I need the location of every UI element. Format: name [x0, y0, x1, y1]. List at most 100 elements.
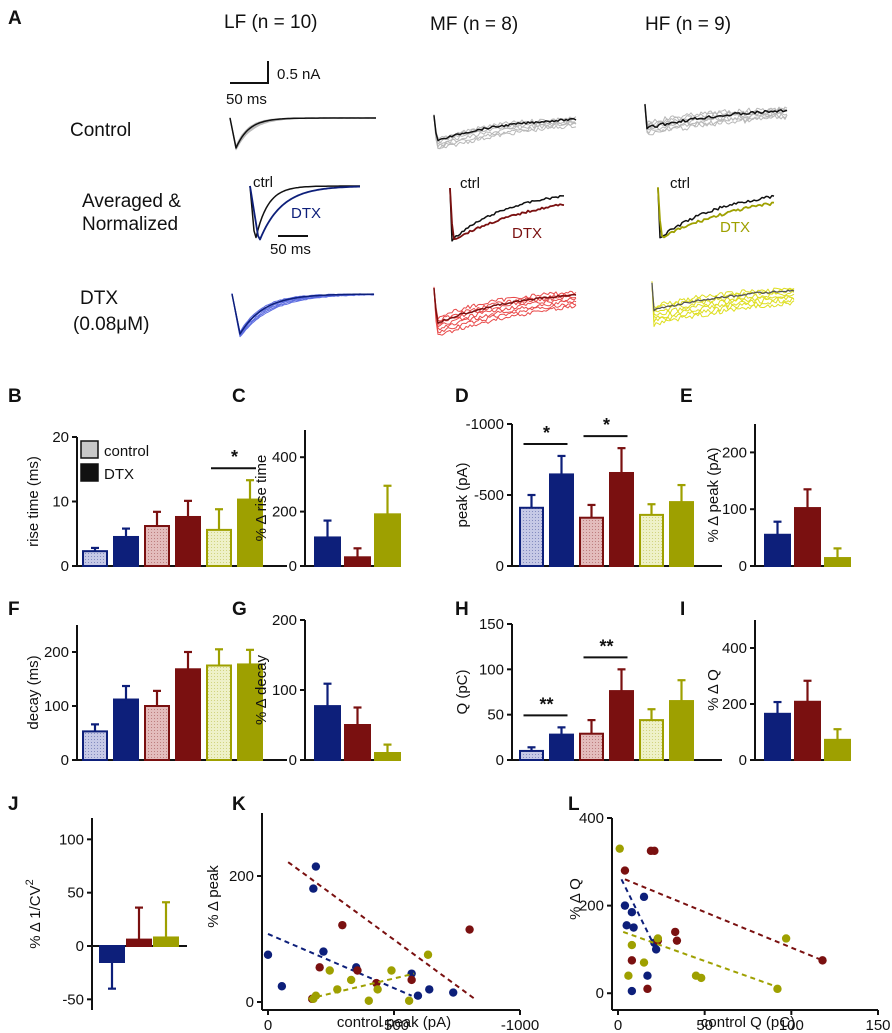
y-axis-label: % Δ 1/CV2	[24, 879, 44, 949]
y-tick-label: 100	[722, 501, 747, 518]
y-tick-label: 10	[52, 494, 69, 511]
bar-hf-dtx	[669, 700, 694, 761]
lf-ctrl-label: ctrl	[253, 174, 273, 191]
y-tick-label: 0	[246, 994, 254, 1011]
lf-control-trace	[229, 117, 377, 149]
avg-scale-label: 50 ms	[270, 241, 311, 258]
fit-line-lf	[620, 878, 658, 950]
panel-k: K 0 200 0 -500 -1000 control peak (pA) % Δ peak	[205, 794, 539, 1033]
bar-mf	[794, 507, 821, 567]
point-hf	[373, 985, 382, 994]
y-tick-label: -50	[62, 991, 84, 1008]
panel-g: G 0 100 200 % Δ decay	[232, 599, 401, 769]
row-label-control: Control	[70, 120, 131, 141]
y-tick-label: -500	[474, 487, 504, 504]
bar-lf-dtx	[113, 535, 139, 567]
panel-label-b: B	[8, 386, 22, 407]
mf-dtx-mean-trace	[433, 287, 577, 324]
bar-lf-dtx	[113, 698, 139, 762]
fit-line-hf	[622, 930, 784, 990]
hf-avg-ctrl-trace	[657, 188, 775, 239]
hf-avg-dtx-trace	[657, 187, 775, 239]
lf-dtx-trace	[231, 293, 375, 333]
point-lf	[311, 862, 321, 871]
mf-dtx-trace	[433, 286, 577, 325]
y-axis-label: decay (ms)	[25, 655, 42, 729]
y-tick-label: 0	[76, 938, 84, 955]
point-hf	[639, 958, 649, 967]
mf-control-trace	[433, 116, 577, 150]
point-hf	[333, 985, 342, 994]
panel-c: C 0 200 400% Δ rise time	[232, 386, 401, 575]
bar-lf-control	[519, 749, 544, 762]
row-label-concentration: (0.08μM)	[73, 314, 149, 335]
fit-line-mf	[287, 861, 476, 1000]
current-traces	[229, 103, 795, 338]
y-tick-label: 200	[272, 504, 297, 521]
hf-control-trace	[644, 106, 788, 130]
point-mf	[407, 975, 416, 985]
y-tick-label: 200	[229, 868, 254, 885]
y-tick-label: 400	[579, 810, 604, 827]
bar-hf-dtx	[237, 498, 263, 567]
legend-swatch-control	[80, 440, 99, 459]
point-hf	[346, 975, 356, 985]
bar-hf-control	[639, 513, 664, 568]
significance-marker: *	[231, 447, 238, 467]
mf-dtx-trace	[433, 287, 577, 320]
bar-mf-dtx	[609, 690, 634, 761]
point-lf	[629, 923, 638, 932]
lf-control-trace	[229, 117, 377, 147]
lf-dtx-label: DTX	[291, 205, 321, 222]
y-tick-label: 200	[579, 898, 604, 915]
y-axis-label: % Δ peak (pA)	[705, 447, 722, 542]
bar-hf	[824, 557, 851, 567]
hf-control-trace	[644, 106, 788, 134]
y-tick-label: 400	[722, 640, 747, 657]
lf-control-mean-trace	[229, 117, 376, 149]
legend-swatch-dtx	[80, 463, 99, 482]
bar-hf-control	[206, 664, 232, 761]
hf-dtx-label: DTX	[720, 219, 750, 236]
y-tick-label: 0	[496, 558, 504, 575]
lf-control-trace	[229, 117, 376, 148]
row-label-dtx: DTX	[80, 288, 118, 309]
point-lf	[449, 988, 458, 997]
y-axis-label: Q (pC)	[454, 669, 471, 714]
panel-label-g: G	[232, 599, 247, 620]
y-axis-label-sup: 2	[24, 879, 36, 885]
significance-marker: **	[599, 636, 613, 656]
point-hf	[387, 966, 396, 975]
panel-label-f: F	[8, 599, 20, 620]
lf-avg-ctrl-trace	[249, 185, 360, 239]
mf-control-trace	[433, 114, 577, 148]
header-mf: MF (n = 8)	[430, 14, 518, 35]
y-tick-label: 200	[272, 612, 297, 629]
y-axis-label: % Δ Q	[567, 878, 584, 920]
point-hf	[364, 996, 373, 1005]
y-tick-label: 100	[44, 698, 69, 715]
row-label-averaged: Averaged &	[82, 191, 181, 212]
scale-bar	[230, 61, 269, 84]
y-axis-label: rise time (ms)	[25, 456, 42, 547]
point-mf	[627, 956, 637, 965]
significance-marker: *	[603, 415, 610, 435]
header-hf: HF (n = 9)	[645, 14, 731, 35]
scale-current-label: 0.5 nA	[277, 66, 320, 83]
y-tick-label: 0	[739, 558, 747, 575]
panel-j: J -50 0 50 100 % Δ 1/CV2	[8, 794, 187, 1010]
panel-a-traces: A LF (n = 10) MF (n = 8) HF (n = 9) 0.5 …	[8, 8, 795, 338]
y-axis-label: % Δ peak	[205, 865, 222, 928]
panel-label-c: C	[232, 386, 246, 407]
bar-mf	[344, 724, 371, 761]
x-tick-label: -1000	[501, 1017, 539, 1033]
legend: control DTX	[80, 440, 149, 483]
point-hf	[773, 984, 782, 994]
point-lf	[425, 985, 434, 994]
point-lf	[643, 971, 652, 980]
bar-hf-dtx	[237, 663, 263, 761]
x-tick-label: 50	[696, 1017, 713, 1033]
y-tick-label: 150	[479, 616, 504, 633]
x-axis-label: control peak (pA)	[337, 1014, 451, 1031]
